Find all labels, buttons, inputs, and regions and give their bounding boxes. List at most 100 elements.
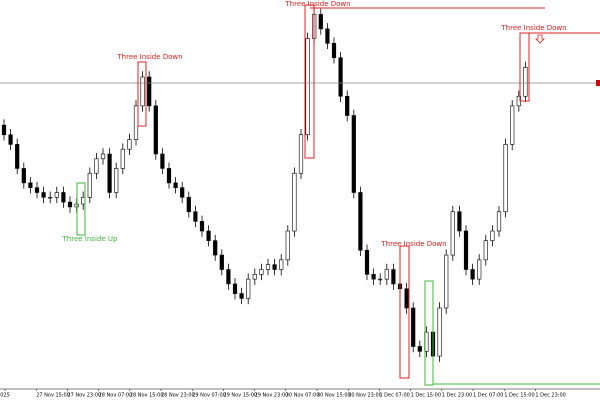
time-label: 30 Nov 15:00 (317, 393, 351, 399)
candle-body (61, 192, 66, 203)
candle-body (470, 269, 475, 280)
candle-body (226, 269, 231, 285)
candle-body (107, 153, 112, 193)
time-label: 27 Nov 15:00 (36, 393, 70, 399)
candle-body (166, 168, 172, 184)
candle-body (94, 158, 99, 174)
candle-body (34, 187, 40, 193)
candle-body (160, 153, 165, 169)
time-label: 1 Dec 07:00 (379, 393, 409, 399)
candle-body (371, 274, 376, 280)
candle-body (120, 148, 125, 169)
candle-body (391, 269, 396, 285)
time-label: 30 Nov 23:00 (348, 393, 382, 399)
candle-body (133, 105, 139, 140)
candle-body (378, 278, 383, 281)
candle-body (114, 168, 119, 193)
candle-body (1, 124, 7, 136)
candle-body (213, 240, 218, 256)
candle-body (345, 95, 350, 116)
candle-body (180, 187, 185, 198)
candle-body (463, 230, 469, 270)
candle-body (219, 254, 224, 270)
candle-body (298, 134, 304, 174)
candle-body (325, 28, 330, 44)
candle-body (28, 182, 33, 188)
candle-body (483, 240, 488, 261)
time-label: 28 Nov 23:00 (161, 393, 195, 399)
candle-body (384, 269, 389, 280)
candle-body (331, 43, 337, 59)
pattern-box (424, 280, 434, 386)
candle-body (417, 346, 422, 352)
candle-body (41, 192, 46, 198)
annotation: Three Inside Down (380, 240, 446, 248)
candle-body (206, 230, 211, 241)
time-label: 29 Nov 15:00 (223, 393, 257, 399)
time-label: 1 Dec 15:00 (411, 393, 441, 399)
time-label: 1 Dec 23:00 (442, 393, 472, 399)
candle-body (510, 105, 515, 145)
time-label: 27 Nov 23:00 (67, 393, 101, 399)
candle-body (15, 144, 20, 169)
candle-body (127, 139, 132, 150)
annotation: Three Inside Down (284, 0, 350, 8)
down-arrow (535, 34, 545, 44)
time-label: 1 Dec 07:00 (473, 393, 503, 399)
candle-body (186, 197, 191, 213)
candle-body (279, 259, 284, 270)
candle-body (153, 105, 158, 155)
candle-body (444, 254, 449, 309)
pattern-box (76, 182, 86, 236)
candle-body (450, 211, 455, 256)
candle-body (81, 197, 86, 205)
candle-body (272, 264, 277, 270)
candle-body (54, 192, 59, 198)
candle-body (404, 288, 409, 309)
candle-body (8, 134, 13, 145)
candle-body (305, 38, 310, 136)
candle-body (246, 278, 251, 299)
candle-body (48, 197, 53, 199)
time-label: 025 (0, 393, 10, 399)
price-marker (596, 80, 600, 86)
annotation: Three Inside Down (500, 24, 566, 32)
candle-body (147, 76, 152, 107)
time-label: 28 Nov 07:00 (99, 393, 133, 399)
candle-body (351, 115, 356, 193)
candle-body (477, 259, 482, 280)
candle-body (338, 57, 343, 97)
candle-body (285, 230, 290, 261)
time-label: 30 Nov 07:00 (286, 393, 320, 399)
time-label: 28 Nov 15:00 (130, 393, 164, 399)
annotation: Three Inside Up (62, 235, 118, 243)
candle-body (21, 168, 26, 184)
candle-body (490, 230, 495, 241)
candle-body (503, 144, 508, 213)
time-label: 29 Nov 07:00 (192, 393, 226, 399)
candle-body (457, 211, 462, 232)
annotation: Three Inside Down (116, 53, 182, 61)
candle-body (239, 293, 244, 299)
candle-body (411, 307, 416, 347)
pattern-box (304, 4, 315, 159)
pattern-box (137, 61, 147, 127)
candle-body (232, 283, 238, 294)
candle-body (358, 192, 363, 251)
time-label: 29 Nov 23:00 (255, 393, 289, 399)
time-label: 1 Dec 23:00 (535, 393, 565, 399)
candle-body (496, 211, 502, 232)
time-label: 1 Dec 15:00 (504, 393, 534, 399)
candle-body (318, 14, 323, 30)
candle-body (523, 67, 528, 97)
candle-body (437, 307, 442, 357)
candle-body (364, 249, 370, 275)
candle-body (193, 211, 198, 222)
candle-body (292, 172, 297, 232)
pattern-box (519, 32, 530, 102)
candle-body (199, 221, 205, 232)
pattern-box (399, 245, 410, 379)
